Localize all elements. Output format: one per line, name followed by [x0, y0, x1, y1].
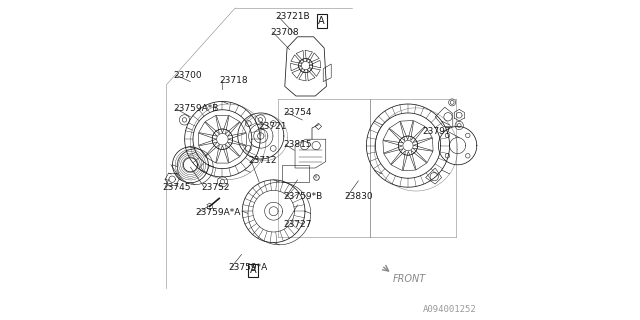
Text: 23712: 23712 — [249, 156, 277, 165]
Text: 23815: 23815 — [283, 140, 312, 149]
Text: 23797: 23797 — [422, 127, 451, 136]
Text: 23727: 23727 — [283, 220, 312, 229]
Text: 23759*B: 23759*B — [283, 192, 323, 201]
Text: 23700: 23700 — [173, 71, 202, 80]
Text: 23721: 23721 — [259, 122, 287, 131]
Text: FRONT: FRONT — [393, 274, 426, 284]
Text: 23708: 23708 — [270, 28, 299, 36]
Text: 23718: 23718 — [220, 76, 248, 85]
Text: 23759A*B: 23759A*B — [173, 104, 219, 113]
Text: 23759A*A: 23759A*A — [195, 208, 241, 217]
Text: 23759*A: 23759*A — [229, 263, 268, 272]
Text: 23721B: 23721B — [276, 12, 310, 21]
Text: A: A — [318, 16, 325, 26]
Text: 23745: 23745 — [163, 183, 191, 192]
Text: A094001252: A094001252 — [423, 305, 477, 314]
Text: A: A — [250, 265, 256, 276]
Text: 23752: 23752 — [202, 183, 230, 192]
Text: 23754: 23754 — [283, 108, 312, 116]
Text: 23830: 23830 — [344, 192, 373, 201]
